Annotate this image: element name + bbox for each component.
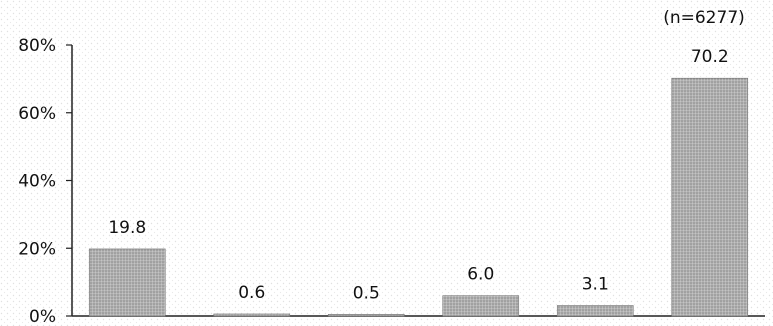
bar-value-label: 0.5: [353, 283, 380, 303]
sample-size-note: (n=6277): [663, 8, 745, 28]
bar-value-label: 0.6: [238, 283, 265, 303]
bar: [213, 313, 291, 317]
bars: [88, 77, 749, 317]
bar-value-label: 6.0: [467, 265, 494, 285]
y-tick-label: 20%: [18, 239, 56, 259]
bar: [556, 305, 634, 317]
bar: [671, 77, 749, 317]
bar: [327, 314, 405, 317]
bar-value-label: 70.2: [691, 47, 729, 67]
bar-value-label: 19.8: [108, 218, 146, 238]
bar: [88, 248, 166, 317]
bar-value-label: 3.1: [582, 274, 609, 294]
y-tick-label: 80%: [18, 36, 56, 56]
y-tick-label: 60%: [18, 104, 56, 124]
y-tick-label: 40%: [18, 172, 56, 192]
data-labels: 19.8 0.6 0.5 6.0 3.1 70.2: [108, 47, 728, 303]
y-tick-label: 0%: [29, 307, 56, 326]
y-axis: 0% 20% 40% 60% 80%: [18, 36, 765, 326]
bar: [442, 295, 520, 317]
